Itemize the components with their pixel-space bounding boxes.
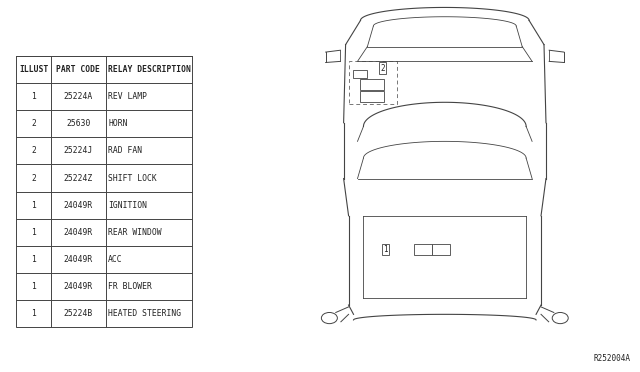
Text: R252004A: R252004A [593, 354, 630, 363]
Bar [415, 244, 432, 255]
Text: 1: 1 [31, 92, 36, 101]
Text: 2: 2 [31, 146, 36, 155]
Text: 1: 1 [31, 255, 36, 264]
Text: ACC: ACC [108, 255, 123, 264]
Ellipse shape [321, 312, 337, 324]
Text: 1: 1 [31, 282, 36, 291]
Text: 1: 1 [31, 309, 36, 318]
Bar [353, 70, 367, 78]
Bar [349, 61, 397, 104]
Text: 2: 2 [31, 173, 36, 183]
Text: 1: 1 [31, 228, 36, 237]
Text: 1: 1 [383, 245, 388, 254]
Text: HEATED STEERING: HEATED STEERING [108, 309, 181, 318]
Text: 25224J: 25224J [64, 146, 93, 155]
Text: 2: 2 [31, 119, 36, 128]
Text: FR BLOWER: FR BLOWER [108, 282, 152, 291]
Bar [16, 56, 192, 327]
Bar [360, 91, 385, 102]
Text: 25224Z: 25224Z [64, 173, 93, 183]
Text: HORN: HORN [108, 119, 127, 128]
Text: PART CODE: PART CODE [56, 65, 100, 74]
Text: RELAY DESCRIPTION: RELAY DESCRIPTION [108, 65, 191, 74]
Text: ILLUST: ILLUST [19, 65, 48, 74]
Bar [432, 244, 449, 255]
Text: RAD FAN: RAD FAN [108, 146, 142, 155]
Text: 2: 2 [380, 64, 385, 73]
Text: SHIFT LOCK: SHIFT LOCK [108, 173, 157, 183]
Text: REV LAMP: REV LAMP [108, 92, 147, 101]
Text: REAR WINDOW: REAR WINDOW [108, 228, 162, 237]
Text: 25224B: 25224B [64, 309, 93, 318]
Text: 25224A: 25224A [64, 92, 93, 101]
Text: 25630: 25630 [66, 119, 91, 128]
Text: IGNITION: IGNITION [108, 201, 147, 210]
Text: 24049R: 24049R [64, 201, 93, 210]
Ellipse shape [552, 312, 568, 324]
Text: 24049R: 24049R [64, 282, 93, 291]
Bar [360, 79, 385, 90]
Text: 24049R: 24049R [64, 255, 93, 264]
Text: 1: 1 [31, 201, 36, 210]
Text: 24049R: 24049R [64, 228, 93, 237]
